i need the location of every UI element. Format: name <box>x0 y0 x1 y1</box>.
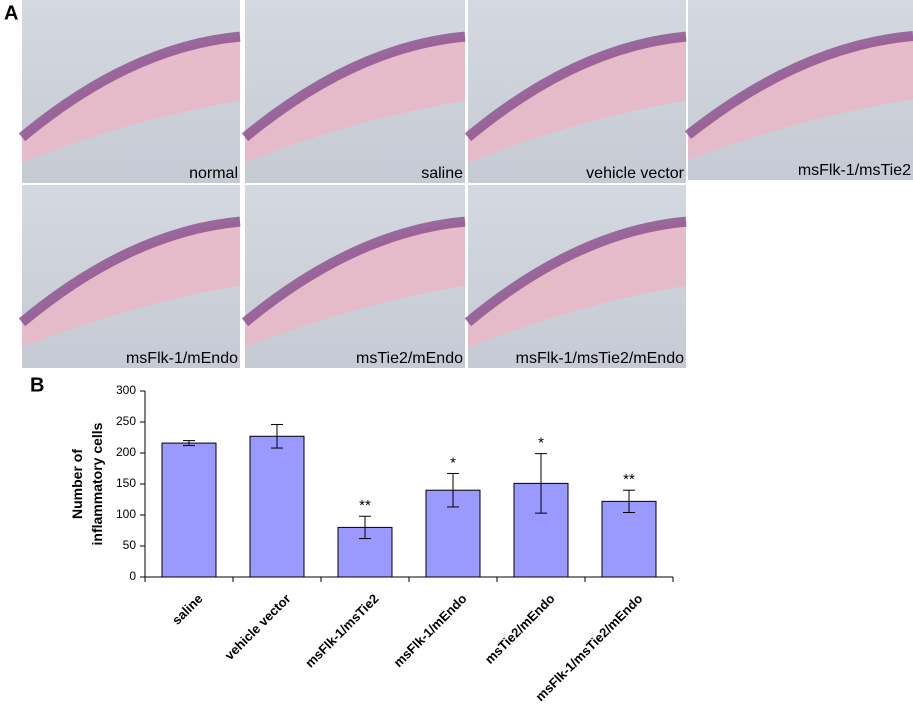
epithelium <box>18 216 241 327</box>
tissue-band <box>468 221 686 348</box>
epithelium <box>241 216 466 327</box>
tissue-band <box>245 36 465 163</box>
x-tick-label: saline <box>169 591 206 628</box>
image-label: msFlk-1/msTie2/mEndo <box>516 350 684 367</box>
image-label: msFlk-1/msTie2 <box>798 162 911 179</box>
panel-label: B <box>30 374 44 396</box>
panel-label: A <box>4 2 18 24</box>
epithelium <box>464 31 687 142</box>
epithelium <box>684 31 913 139</box>
bar <box>601 500 657 578</box>
tissue-band <box>22 36 240 163</box>
y-tick-label: 0 <box>129 569 136 583</box>
image-label: msTie2/mEndo <box>356 350 463 367</box>
image-label: vehicle vector <box>586 165 684 182</box>
x-tick-label: vehicle vector <box>222 591 294 663</box>
significance: * <box>538 435 544 452</box>
epithelium <box>464 216 687 327</box>
y-tick-label: 100 <box>116 507 136 521</box>
x-tick-label: msFlk-1/mEndo <box>390 591 469 670</box>
x-tick-label: msFlk-1/msTie2 <box>302 591 381 670</box>
epithelium <box>241 31 466 142</box>
significance: ** <box>623 471 635 488</box>
tissue-band <box>22 221 240 348</box>
image-label: msFlk-1/mEndo <box>126 350 238 367</box>
y-axis-label: Number of inflammatory cells <box>69 422 105 545</box>
y-axis-label-line: Number of <box>69 449 85 519</box>
significance: ** <box>359 497 371 514</box>
image-label: saline <box>421 165 463 182</box>
significance: * <box>450 454 456 471</box>
bar <box>249 435 305 578</box>
y-tick-label: 250 <box>116 414 136 428</box>
tissue-band <box>688 36 913 160</box>
y-tick-label: 150 <box>116 476 136 490</box>
x-tick-label: msTie2/mEndo <box>482 591 558 667</box>
y-tick-label: 300 <box>116 383 136 397</box>
y-axis-label-line: inflammatory cells <box>89 422 105 545</box>
bar <box>161 442 217 578</box>
y-tick-label: 50 <box>123 538 137 552</box>
image-label: normal <box>189 165 238 182</box>
tissue-band <box>468 36 686 163</box>
y-tick-label: 200 <box>116 445 136 459</box>
tissue-band <box>245 221 465 348</box>
epithelium <box>18 31 241 142</box>
